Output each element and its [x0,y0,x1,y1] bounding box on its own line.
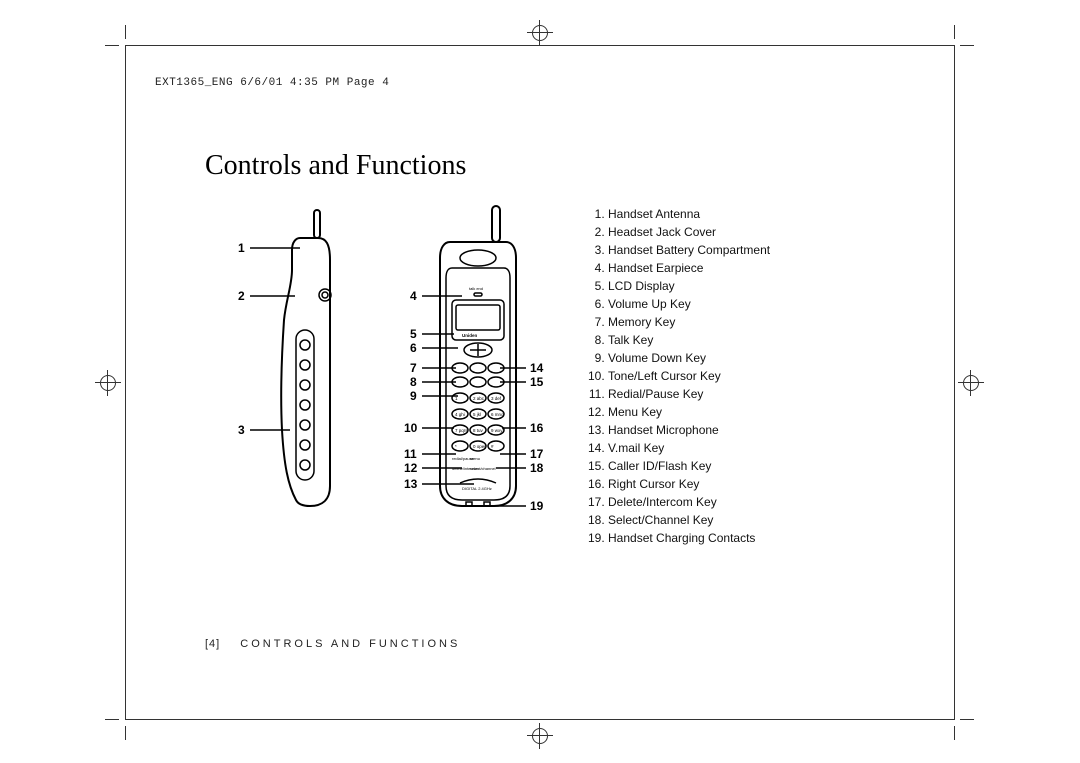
legend-item: Right Cursor Key [608,475,770,493]
legend-item: Headset Jack Cover [608,223,770,241]
callout-number: 16 [530,421,544,435]
print-header-meta: EXT1365_ENG 6/6/01 4:35 PM Page 4 [155,77,389,89]
callout-number: 4 [410,289,417,303]
svg-text:*: * [455,444,457,449]
svg-text:6 mno: 6 mno [491,412,504,417]
crop-mark [105,719,119,720]
registration-mark-icon [963,375,979,391]
svg-text:9 wxyz: 9 wxyz [491,428,506,433]
crop-mark [125,726,126,740]
legend-item: Tone/Left Cursor Key [608,367,770,385]
crop-mark [105,45,119,46]
page-title: Controls and Functions [205,150,466,182]
digital-label: DIGITAL 2.4GHz [462,486,492,491]
svg-text:7 pqrs: 7 pqrs [455,428,468,433]
legend-item: Talk Key [608,331,770,349]
svg-text:0 oper: 0 oper [473,444,486,449]
callout-number: 1 [238,241,245,255]
registration-mark-icon [100,375,116,391]
callout-number: 5 [410,327,417,341]
legend-item: Select/Channel Key [608,511,770,529]
callout-number: 14 [530,361,544,375]
legend-item: Menu Key [608,403,770,421]
callout-number: 6 [410,341,417,355]
legend-item: Handset Battery Compartment [608,241,770,259]
crop-mark [960,719,974,720]
handset-diagram: talk end Uniden [230,200,570,540]
callout-number: 17 [530,447,544,461]
svg-text:2 abc: 2 abc [473,396,485,401]
brand-label: Uniden [462,333,478,338]
footer-page-number: [4] [205,638,220,650]
registration-mark-icon [532,728,548,744]
legend-item: Caller ID/Flash Key [608,457,770,475]
callout-number: 9 [410,389,417,403]
crop-mark [125,25,126,39]
crop-mark [954,726,955,740]
callout-number: 3 [238,423,245,437]
callout-number: 8 [410,375,417,389]
legend-item: Redial/Pause Key [608,385,770,403]
svg-text:select/channel: select/channel [470,466,496,471]
page-footer: [4] CONTROLS AND FUNCTIONS [205,638,460,650]
legend-item: V.mail Key [608,439,770,457]
handset-front-view: talk end Uniden [440,206,516,506]
callout-number: 11 [404,447,417,461]
legend-list: Handset AntennaHeadset Jack CoverHandset… [590,205,770,547]
svg-text:5 jkl: 5 jkl [473,412,481,417]
legend-item: Memory Key [608,313,770,331]
crop-mark [954,25,955,39]
callout-number: 7 [410,361,417,375]
callout-number: 12 [404,461,418,475]
callout-number: 19 [530,499,544,513]
talk-end-label: talk end [469,286,483,291]
legend-item: Volume Up Key [608,295,770,313]
callout-number: 2 [238,289,245,303]
legend-item: LCD Display [608,277,770,295]
legend-item: Handset Earpiece [608,259,770,277]
manual-page: EXT1365_ENG 6/6/01 4:35 PM Page 4 Contro… [0,0,1080,763]
legend-item: Handset Microphone [608,421,770,439]
legend-item: Delete/Intercom Key [608,493,770,511]
svg-text:menu: menu [470,456,480,461]
legend-item: Volume Down Key [608,349,770,367]
callout-number: 10 [404,421,418,435]
footer-section-title: CONTROLS AND FUNCTIONS [240,638,460,650]
legend-item: Handset Antenna [608,205,770,223]
svg-text:3 def: 3 def [491,396,502,401]
svg-text:8 tuv: 8 tuv [473,428,484,433]
callout-number: 15 [530,375,544,389]
callout-number: 13 [404,477,418,491]
crop-mark [960,45,974,46]
registration-mark-icon [532,25,548,41]
legend-item: Handset Charging Contacts [608,529,770,547]
handset-side-view [281,210,331,506]
callout-number: 18 [530,461,544,475]
svg-text:4 ghi: 4 ghi [455,412,465,417]
